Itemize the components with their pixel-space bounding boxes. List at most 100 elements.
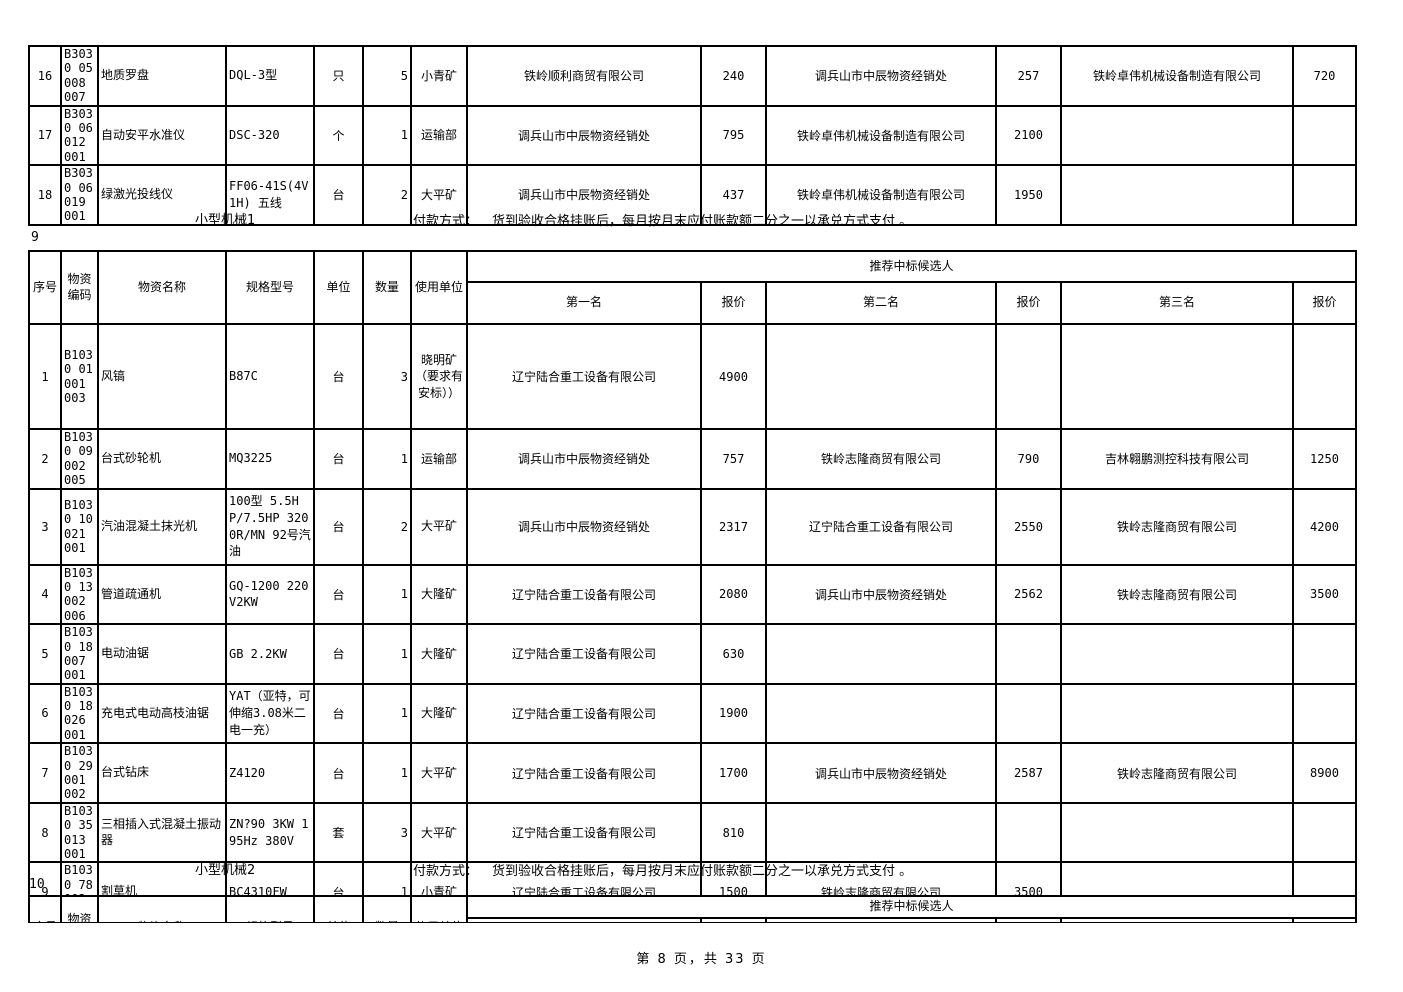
- cell-spec: Z4120: [225, 742, 315, 804]
- col-header-unit: 单位: [313, 895, 364, 922]
- table-next-partial: 序号 物资编码 物资名称 规格型号 单位 数量 使用单位 推荐中标候选人 第一名…: [28, 895, 1359, 922]
- cell-seq: 1: [28, 323, 62, 430]
- cell-user: 大平矿: [410, 801, 468, 864]
- col-header-seq: 序号: [28, 895, 62, 922]
- cell-code: B1030 18007 001: [60, 623, 99, 685]
- table-row: 3 B1030 10021 001 汽油混凝土抹光机 100型 5.5HP/7.…: [28, 487, 1358, 566]
- cell-third: 铁岭卓伟机械设备制造有限公司: [1060, 45, 1294, 107]
- cell-price2: 790: [995, 428, 1062, 490]
- cell-spec: MQ3225: [225, 428, 315, 490]
- col-header-name: 物资名称: [97, 250, 227, 325]
- group-number: 10: [29, 877, 45, 892]
- table-row: 4 B1030 13002 006 管道疏通机 GQ-1200 220V2KW …: [28, 563, 1358, 626]
- cell-second: [765, 323, 997, 430]
- cell-first: 调兵山市中辰物资经销处: [466, 428, 702, 490]
- cell-first: 辽宁陆合重工设备有限公司: [466, 323, 702, 430]
- cell-spec: DQL-3型: [225, 45, 315, 107]
- cell-code: B1030 10021 001: [60, 487, 99, 566]
- cell-third: [1060, 682, 1294, 745]
- table-row: 2 B1030 09002 005 台式砂轮机 MQ3225 台 1 运输部 调…: [28, 428, 1358, 490]
- cell-second: [765, 801, 997, 864]
- cell-price3: 720: [1292, 45, 1357, 107]
- cell-third: [1060, 164, 1294, 226]
- col-header-code: 物资编码: [60, 895, 99, 922]
- cell-unit: 台: [313, 428, 364, 490]
- section-title: 小型机械2: [195, 863, 256, 878]
- col-header-price3: 报价: [1291, 281, 1358, 325]
- cell-price2: [995, 323, 1062, 430]
- cell-third: [1060, 104, 1294, 167]
- table-row: 7 B1030 29001 002 台式钻床 Z4120 台 1 大平矿 辽宁陆…: [28, 742, 1358, 804]
- cell-unit: 台: [313, 323, 364, 430]
- table-subheader-row: 第一名 报价 第二名 报价 第三名 报价: [29, 917, 1358, 922]
- col-header-second: 第二名: [765, 281, 997, 325]
- cell-price2: 1950: [995, 164, 1062, 226]
- col-header-price2: 报价: [995, 281, 1062, 325]
- col-header-first: 第一名: [466, 281, 702, 325]
- col-header-price1: 报价: [700, 917, 767, 922]
- col-header-price3: 报价: [1291, 917, 1358, 922]
- cell-price2: [995, 623, 1062, 685]
- cell-price2: [995, 682, 1062, 745]
- col-header-name: 物资名称: [97, 895, 227, 922]
- cell-third: 铁岭志隆商贸有限公司: [1060, 487, 1294, 566]
- cell-seq: 6: [28, 682, 62, 745]
- cell-third: 铁岭志隆商贸有限公司: [1060, 563, 1294, 626]
- table-small-machinery-2: 序号 物资编码 物资名称 规格型号 单位 数量 使用单位 推荐中标候选人 第一名…: [28, 895, 1358, 922]
- cell-seq: 17: [28, 104, 62, 167]
- cell-code: B1030 01001 003: [60, 323, 99, 430]
- cell-unit: 台: [313, 164, 364, 226]
- cell-name: 电动油锯: [97, 623, 227, 685]
- table-header-row: 序号 物资编码 物资名称 规格型号 单位 数量 使用单位 推荐中标候选人: [28, 250, 1358, 325]
- cell-third: [1060, 801, 1294, 864]
- table-row: 6 B1030 18026 001 充电式电动高枝油锯 YAT（亚特，可伸缩3.…: [28, 682, 1358, 745]
- col-header-qty: 数量: [362, 250, 412, 325]
- cell-code: B1030 29001 002: [60, 742, 99, 804]
- cell-spec: GB 2.2KW: [225, 623, 315, 685]
- table-row: 5 B1030 18007 001 电动油锯 GB 2.2KW 台 1 大隆矿 …: [28, 623, 1358, 685]
- table-row: 1 B1030 01001 003 风镐 B87C 台 3 晓明矿（要求有安标）…: [28, 323, 1358, 430]
- cell-second: [765, 682, 997, 745]
- cell-name: 台式钻床: [97, 742, 227, 804]
- cell-price1: 810: [700, 801, 767, 864]
- cell-price1: 2080: [700, 563, 767, 626]
- cell-user: 大隆矿: [410, 682, 468, 745]
- col-header-user: 使用单位: [410, 895, 468, 922]
- col-header-spec: 规格型号: [225, 250, 315, 325]
- cell-price1: 630: [700, 623, 767, 685]
- cell-spec: YAT（亚特，可伸缩3.08米二电一充）: [225, 682, 315, 745]
- cell-third: 吉林翱鹏测控科技有限公司: [1060, 428, 1294, 490]
- cell-price1: 1900: [700, 682, 767, 745]
- cell-second: 调兵山市中辰物资经销处: [765, 742, 997, 804]
- cell-price2: 257: [995, 45, 1062, 107]
- cell-price1: 2317: [700, 487, 767, 566]
- table-subheader-row: 第一名 报价 第二名 报价 第三名 报价: [29, 281, 1358, 325]
- cell-first: 辽宁陆合重工设备有限公司: [466, 682, 702, 745]
- col-header-second: 第二名: [765, 917, 997, 922]
- cell-unit: 台: [313, 487, 364, 566]
- cell-seq: 18: [28, 164, 62, 226]
- table-row: 17 B3030 06012 001 自动安平水准仪 DSC-320 个 1 运…: [28, 104, 1357, 167]
- cell-price2: 2100: [995, 104, 1062, 167]
- cell-first: 辽宁陆合重工设备有限公司: [466, 742, 702, 804]
- cell-code: B1030 18026 001: [60, 682, 99, 745]
- cell-name: 地质罗盘: [97, 45, 227, 107]
- cell-price1: 795: [700, 104, 767, 167]
- cell-qty: 1: [362, 623, 412, 685]
- col-header-unit: 单位: [313, 250, 364, 325]
- col-header-spec: 规格型号: [225, 895, 315, 922]
- cell-unit: 台: [313, 563, 364, 626]
- cell-price1: 240: [700, 45, 767, 107]
- table-small-machinery-1: 序号 物资编码 物资名称 规格型号 单位 数量 使用单位 推荐中标候选人 第一名…: [28, 250, 1358, 923]
- cell-unit: 台: [313, 623, 364, 685]
- cell-name: 汽油混凝土抹光机: [97, 487, 227, 566]
- cell-unit: 套: [313, 801, 364, 864]
- cell-price2: 2550: [995, 487, 1062, 566]
- cell-spec: GQ-1200 220V2KW: [225, 563, 315, 626]
- cell-seq: 2: [28, 428, 62, 490]
- cell-second: 铁岭卓伟机械设备制造有限公司: [765, 104, 997, 167]
- cell-second: [765, 623, 997, 685]
- cell-seq: 8: [28, 801, 62, 864]
- table-row: 8 B1030 35013 001 三相插入式混凝土振动器 ZN?90 3KW …: [28, 801, 1358, 864]
- cell-second: 调兵山市中辰物资经销处: [765, 45, 997, 107]
